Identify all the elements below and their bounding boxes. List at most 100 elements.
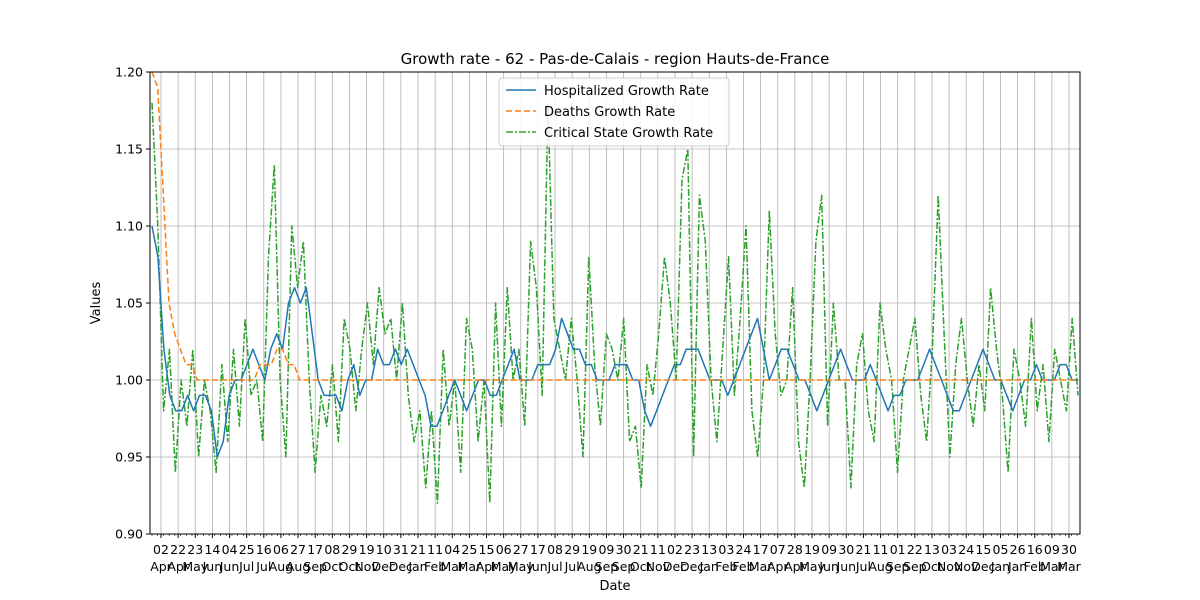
x-tick-day: 02	[667, 542, 683, 557]
x-tick-month: May	[182, 559, 208, 574]
x-tick-day: 03	[718, 542, 734, 557]
x-axis-ticks: 02Apr22Apr23May14Jun04Jun25Jul16Jul06Aug…	[150, 534, 1082, 574]
x-tick-month: Oct	[921, 559, 943, 574]
x-tick-day: 05	[993, 542, 1009, 557]
y-tick-label: 1.15	[115, 142, 143, 157]
x-tick-month: Dec	[663, 559, 687, 574]
x-tick-month: Feb	[732, 559, 754, 574]
x-tick-day: 15	[975, 542, 991, 557]
x-tick-month: Aug	[286, 559, 310, 574]
x-tick-month: Mar	[458, 559, 482, 574]
x-tick-day: 06	[273, 542, 289, 557]
x-tick-day: 23	[187, 542, 203, 557]
x-tick-day: 22	[170, 542, 186, 557]
x-tick-month: Aug	[868, 559, 892, 574]
x-tick-day: 10	[376, 542, 392, 557]
x-tick-month: Sep	[903, 559, 927, 574]
x-tick-day: 16	[256, 542, 272, 557]
x-tick-day: 08	[547, 542, 563, 557]
legend-box	[498, 77, 730, 147]
x-tick-day: 29	[341, 542, 357, 557]
y-axis-ticks: 0.90 0.95 1.00 1.05 1.10 1.15 1.20	[115, 65, 150, 542]
y-tick-label: 0.90	[115, 527, 143, 542]
x-tick-day: 23	[684, 542, 700, 557]
x-tick-month: Feb	[1024, 559, 1046, 574]
x-tick-month: Jan	[990, 559, 1010, 574]
y-axis-label: Values	[89, 282, 104, 325]
x-tick-day: 21	[410, 542, 426, 557]
x-tick-month: Mar	[1040, 559, 1064, 574]
x-tick-day: 11	[427, 542, 443, 557]
x-tick-day: 13	[924, 542, 940, 557]
x-tick-month: Dec	[372, 559, 396, 574]
x-tick-day: 07	[770, 542, 786, 557]
x-tick-day: 19	[581, 542, 597, 557]
x-tick-month: Sep	[886, 559, 910, 574]
series-line-deaths	[151, 72, 1078, 381]
x-tick-month: Mar	[440, 559, 464, 574]
x-tick-month: Jul	[255, 559, 271, 574]
x-tick-day: 21	[633, 542, 649, 557]
x-tick-month: Jul	[564, 559, 580, 574]
legend: Hospitalized Growth Rate Deaths Growth R…	[498, 77, 730, 147]
x-tick-month: Oct	[322, 559, 344, 574]
x-tick-month: Sep	[303, 559, 327, 574]
x-tick-day: 30	[616, 542, 632, 557]
x-axis-label: Date	[599, 579, 630, 594]
x-tick-month: Oct	[339, 559, 361, 574]
x-tick-day: 06	[496, 542, 512, 557]
x-tick-month: Dec	[389, 559, 413, 574]
y-tick-label: 0.95	[115, 450, 143, 465]
x-tick-day: 04	[222, 542, 238, 557]
x-tick-month: Dec	[971, 559, 995, 574]
x-tick-day: 09	[1044, 542, 1060, 557]
x-tick-month: Jan	[407, 559, 427, 574]
x-tick-day: 24	[958, 542, 974, 557]
x-tick-day: 17	[307, 542, 323, 557]
legend-label-critical: Critical State Growth Rate	[544, 126, 713, 141]
x-tick-month: Sep	[595, 559, 619, 574]
x-tick-month: Apr	[150, 559, 172, 574]
x-tick-month: Jun	[202, 559, 223, 574]
x-tick-month: Apr	[784, 559, 806, 574]
x-tick-day: 17	[530, 542, 546, 557]
series-lines	[151, 72, 1079, 504]
x-tick-day: 09	[598, 542, 614, 557]
x-tick-month: Dec	[680, 559, 704, 574]
x-tick-month: Mar	[1057, 559, 1081, 574]
x-tick-month: Aug	[269, 559, 293, 574]
x-tick-day: 30	[1061, 542, 1077, 557]
x-tick-month: Feb	[715, 559, 737, 574]
x-tick-day: 26	[1010, 542, 1026, 557]
x-tick-day: 04	[444, 542, 460, 557]
x-tick-day: 15	[479, 542, 495, 557]
x-tick-day: 19	[804, 542, 820, 557]
x-tick-day: 09	[821, 542, 837, 557]
series-line-hospitalized	[151, 225, 1078, 458]
x-tick-month: Apr	[167, 559, 189, 574]
y-tick-label: 1.20	[115, 65, 143, 80]
x-tick-month: Jan	[699, 559, 719, 574]
x-tick-day: 27	[513, 542, 529, 557]
y-tick-label: 1.05	[115, 296, 143, 311]
x-tick-day: 25	[239, 542, 255, 557]
x-tick-day: 11	[873, 542, 889, 557]
y-tick-label: 1.10	[115, 219, 143, 234]
x-tick-month: Sep	[612, 559, 636, 574]
x-tick-month: Jan	[1007, 559, 1027, 574]
x-tick-month: Feb	[424, 559, 446, 574]
x-tick-month: Jun	[219, 559, 240, 574]
x-tick-day: 21	[855, 542, 871, 557]
x-tick-month: Nov	[954, 559, 979, 574]
x-tick-month: Jun	[527, 559, 548, 574]
x-tick-day: 13	[701, 542, 717, 557]
x-tick-day: 02	[153, 542, 169, 557]
x-tick-day: 11	[650, 542, 666, 557]
x-tick-day: 28	[787, 542, 803, 557]
legend-label-hospitalized: Hospitalized Growth Rate	[544, 84, 709, 99]
x-tick-day: 16	[1027, 542, 1043, 557]
x-tick-day: 24	[736, 542, 752, 557]
x-tick-month: May	[491, 559, 517, 574]
x-tick-day: 17	[753, 542, 769, 557]
